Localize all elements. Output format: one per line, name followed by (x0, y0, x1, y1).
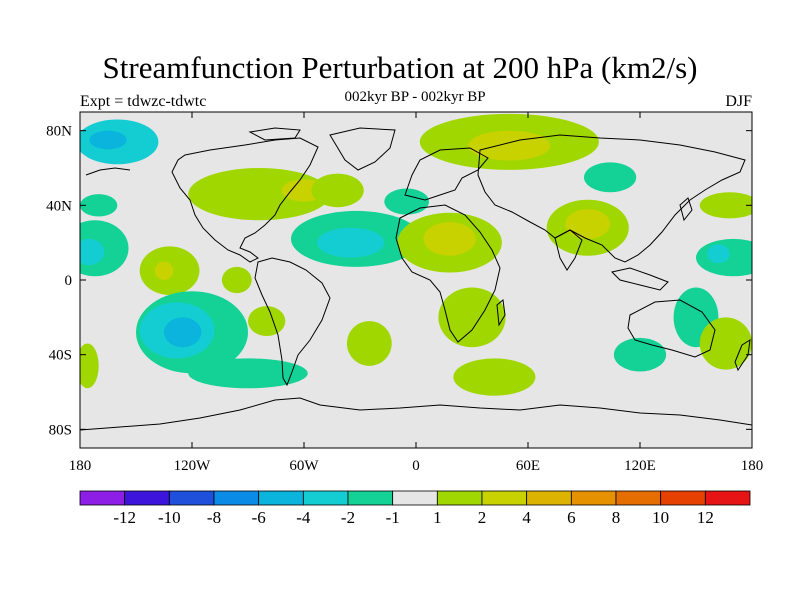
anomaly-layer (80, 113, 752, 396)
colorbar-swatch (213, 490, 260, 506)
anomaly-region (468, 130, 551, 161)
map-subtitle: 002kyr BP - 002kyr BP (344, 89, 486, 105)
colorbar-label: 4 (522, 508, 531, 527)
colorbar-swatch (392, 490, 438, 506)
anomaly-region (423, 222, 476, 256)
anomaly-region (699, 317, 752, 370)
anomaly-region (221, 266, 252, 294)
colorbar-swatch (704, 490, 751, 506)
anomaly-region (584, 162, 637, 193)
lon-tick-label: 180 (741, 458, 764, 474)
lon-tick-label: 0 (412, 458, 420, 474)
colorbar-swatch (258, 490, 304, 506)
lon-tick-label: 60E (516, 458, 540, 474)
lat-tick-label: 40S (49, 348, 72, 364)
anomaly-region (453, 358, 536, 396)
colorbar-swatch (124, 490, 170, 506)
colorbar-swatch (79, 490, 126, 506)
lat-tick-label: 80S (49, 422, 72, 438)
anomaly-region (384, 188, 430, 215)
anomaly-region (317, 227, 385, 258)
colorbar-label: -10 (158, 508, 181, 527)
colorbar-swatch (481, 490, 528, 506)
colorbar-swatch (615, 490, 662, 506)
colorbar-swatch (660, 490, 706, 506)
colorbar-label: -1 (386, 508, 400, 527)
lon-tick-label: 60W (289, 458, 319, 474)
colorbar-swatch (436, 490, 483, 506)
anomaly-region (311, 173, 364, 208)
lon-tick-label: 120W (174, 458, 212, 474)
anomaly-region (438, 287, 506, 348)
anomaly-region (164, 317, 202, 348)
colorbar-swatch (570, 490, 617, 506)
lat-tick-label: 40N (46, 198, 72, 214)
anomaly-region (696, 238, 752, 277)
anomaly-region (565, 209, 611, 239)
anomaly-region (613, 337, 667, 372)
anomaly-region (699, 192, 752, 219)
colorbar-label: -12 (113, 508, 136, 527)
colorbar-label: 6 (567, 508, 576, 527)
axis-tick-labels: 80N 40N 0 40S 80S 180 120W 60W 0 60E 120E 180 (46, 124, 763, 474)
colorbar-swatch (302, 490, 349, 506)
axis-ticks (79, 112, 753, 448)
colorbar-swatch (168, 490, 215, 506)
anomaly-region (89, 130, 127, 150)
map-title: Streamfunction Perturbation at 200 hPa (… (102, 50, 698, 85)
anomaly-region (346, 321, 392, 366)
colorbar-labels: -12 -10 -8 -6 -4 -2 -1 1 2 4 6 8 10 12 (113, 508, 714, 527)
colorbar-label: -6 (252, 508, 266, 527)
anomaly-region (188, 358, 308, 389)
colorbar-label: 12 (697, 508, 714, 527)
colorbar (79, 490, 751, 506)
colorbar-label: 10 (652, 508, 669, 527)
anomaly-region (80, 194, 118, 217)
anomaly-region (707, 244, 730, 264)
anomaly-region (154, 261, 174, 280)
lon-tick-label: 180 (69, 458, 92, 474)
lat-tick-label: 80N (46, 124, 72, 140)
colorbar-swatch (526, 490, 572, 506)
colorbar-swatch (347, 490, 394, 506)
anomaly-region (247, 306, 286, 337)
coastlines (80, 127, 752, 431)
colorbar-label: 2 (478, 508, 487, 527)
season-label: DJF (725, 93, 752, 110)
anomaly-region (80, 238, 105, 266)
experiment-label: Expt = tdwzc-tdwtc (80, 93, 207, 110)
colorbar-label: -4 (296, 508, 311, 527)
lon-tick-label: 120E (624, 458, 656, 474)
colorbar-label: 8 (612, 508, 621, 527)
colorbar-label: 1 (433, 508, 442, 527)
colorbar-label: -2 (341, 508, 355, 527)
colorbar-label: -8 (207, 508, 221, 527)
lat-tick-label: 0 (65, 273, 73, 289)
